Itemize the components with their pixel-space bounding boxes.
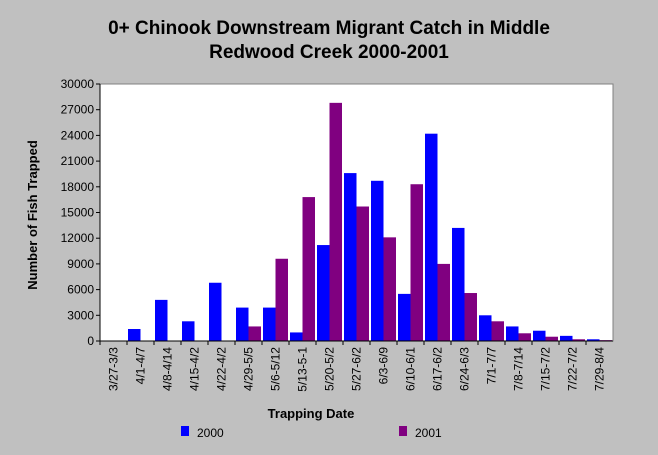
y-tick-label: 21000 [61,154,95,168]
x-tick-label: 4/8-4/14 [161,347,175,391]
y-tick-label: 0 [87,334,94,348]
y-tick-label: 30000 [61,77,95,91]
x-axis-ticks: 3/27-3/3 4/1-4/7 4/8-4/14 4/15-4/2 4/22-4/2 4… [99,341,607,392]
legend-swatch-2000 [181,426,189,436]
y-tick-label: 15000 [61,206,95,220]
x-tick-label: 7/15-7/2 [539,347,553,391]
bar-2001-7 [275,258,288,341]
chart-title-line-2: Redwood Creek 2000-2001 [209,42,449,63]
x-tick-label: 4/15-4/2 [188,347,202,391]
bar-2000-4 [182,321,195,341]
bar-2000-14 [452,227,465,341]
y-tick-label: 12000 [61,231,95,245]
chart-title-line-1: 0+ Chinook Downstream Migrant Catch in M… [108,18,550,39]
y-axis-ticks: 0 3000 6000 9000 12000 15000 18000 21000 24000 27… [61,77,100,348]
x-tick-label: 5/6-5/12 [269,347,283,391]
x-tick-label: 5/20-5/2 [323,347,337,391]
bar-2000-12 [398,293,411,341]
y-tick-label: 18000 [61,180,95,194]
bar-2000-3 [155,299,168,341]
bar-2000-2 [128,329,141,341]
x-tick-label: 4/1-4/7 [134,347,148,385]
bar-2000-17 [533,330,546,341]
bar-2000-15 [479,315,492,341]
x-tick-label: 4/22-4/2 [215,347,229,391]
x-tick-label: 7/8-7/14 [512,347,526,391]
bar-2001-10 [356,206,369,341]
x-tick-label: 3/27-3/3 [107,347,121,391]
legend-label-2001: 2001 [415,426,442,440]
x-tick-label: 5/27-6/2 [350,347,364,391]
bar-2000-10 [344,173,357,341]
x-tick-label: 5/13-5-1 [296,347,310,392]
bar-2001-15 [491,321,504,341]
y-tick-label: 27000 [61,103,95,117]
bar-2001-17 [545,336,558,341]
legend-swatch-2001 [399,426,407,436]
y-tick-label: 6000 [67,283,94,297]
x-tick-label: 6/17-6/2 [431,347,445,391]
x-tick-label: 7/22-7/2 [566,347,580,391]
x-tick-label: 4/29-5/5 [242,347,256,391]
x-tick-label: 7/1-7/7 [485,347,499,385]
y-axis-title: Number of Fish Trapped [25,140,40,290]
bar-2001-6 [248,326,261,341]
bar-2001-14 [464,293,477,341]
bar-2000-11 [371,180,384,341]
bar-2000-7 [263,307,276,341]
y-tick-label: 3000 [67,308,94,322]
legend: 2000 2001 [181,426,442,440]
x-tick-label: 6/10-6/1 [404,347,418,391]
bar-2000-13 [425,133,438,341]
bar-2000-9 [317,245,330,341]
x-tick-label: 7/29-8/4 [593,347,607,391]
bars-group [128,102,612,341]
x-tick-label: 6/24-6/3 [458,347,472,391]
bar-2001-11 [383,237,396,341]
bar-2000-16 [506,326,519,341]
bar-2000-19 [587,339,600,341]
bar-2000-5 [209,282,222,341]
bar-2000-6 [236,307,249,341]
bar-2000-8 [290,332,303,341]
bar-2000-18 [560,335,573,341]
x-tick-label: 6/3-6/9 [377,347,391,385]
y-tick-label: 24000 [61,128,95,142]
bar-2001-8 [302,197,315,341]
x-axis-title: Trapping Date [268,406,355,421]
legend-label-2000: 2000 [197,426,224,440]
bar-2001-9 [329,102,342,341]
bar-2001-12 [410,184,423,341]
y-tick-label: 9000 [67,257,94,271]
bar-2001-13 [437,263,450,341]
bar-2001-18 [572,339,585,341]
bar-2001-16 [518,333,531,341]
